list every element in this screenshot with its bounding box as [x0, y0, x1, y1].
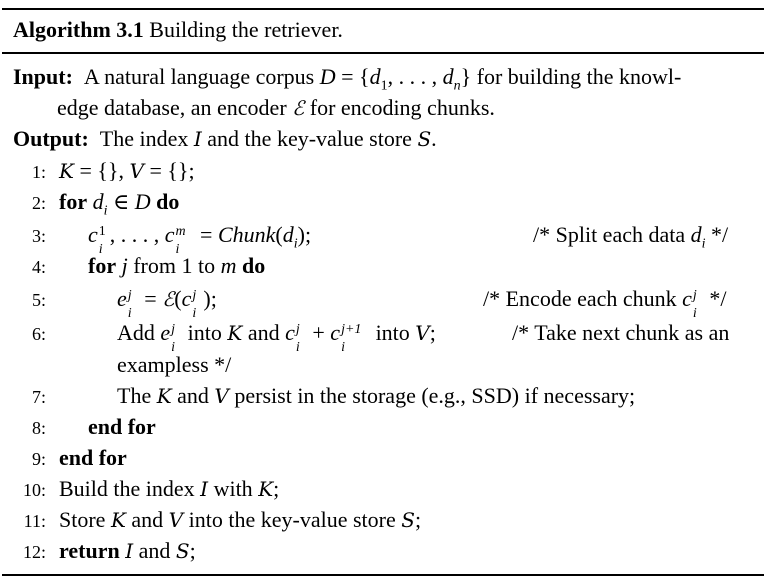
line-11: Store K and V into the key-value store S…	[59, 507, 422, 532]
line-10: Build the index I with K;	[59, 476, 280, 501]
and-text: and	[131, 507, 164, 532]
input-text-3: edge database, an encoder	[57, 95, 287, 120]
comment-text: /* Take next chunk as an	[512, 320, 730, 345]
line-12: return I and S;	[59, 538, 196, 563]
line-number: 1:	[31, 162, 46, 182]
range-text: from 1 to	[133, 253, 216, 278]
output-text-1: The index	[99, 126, 189, 151]
line-number: 4:	[31, 257, 46, 277]
algorithm-label: Algorithm 3.1	[13, 17, 144, 42]
chunk-function: Chunk	[217, 222, 276, 247]
and-text: and	[247, 320, 280, 345]
top-rule	[2, 8, 764, 10]
comment-continuation: exampless */	[117, 352, 232, 377]
add-text: Add	[117, 320, 155, 345]
line-6-continuation: exampless */	[117, 354, 231, 376]
input-label: Input:	[13, 64, 73, 89]
keyword-end-for: end for	[59, 445, 127, 470]
input-text-2: for building the knowl-	[476, 64, 682, 89]
keyword-for: for	[88, 253, 117, 278]
line-number: 11:	[23, 511, 46, 531]
output-text-2: and the key-value store	[207, 126, 412, 151]
input-text-1: A natural language corpus	[83, 64, 315, 89]
keyword-do: do	[156, 189, 180, 214]
line-number: 10:	[22, 480, 46, 500]
input-line-1: Input: A natural language corpus D = {d1…	[13, 64, 682, 94]
into-text: into	[187, 320, 222, 345]
and-text: and	[177, 383, 209, 408]
output-label: Output:	[13, 126, 89, 151]
keyword-do: do	[242, 253, 266, 278]
build-text: Build the index	[59, 476, 195, 501]
keyword-end-for: end for	[88, 414, 156, 439]
line-number: 3:	[31, 226, 46, 246]
comment-line-6: /* Take next chunk as an	[512, 322, 729, 344]
line-7: The K and V persist in the storage (e.g.…	[117, 383, 636, 408]
persist-text: persist in the storage (e.g., SSD) if ne…	[234, 383, 636, 408]
into-text: into	[375, 320, 410, 345]
keyword-for: for	[59, 189, 88, 214]
line-number: 12:	[22, 542, 46, 562]
line-4: for j from 1 to m do	[88, 253, 266, 278]
line-8: end for	[88, 416, 156, 438]
input-line-2: edge database, an encoder ℰ for encoding…	[57, 95, 495, 120]
the-text: The	[117, 383, 152, 408]
input-text-4: for encoding chunks.	[309, 95, 495, 120]
comment-line-3: /* Split each data di */	[533, 222, 729, 252]
bottom-rule	[2, 574, 764, 576]
line-number: 8:	[31, 418, 46, 438]
and-text: and	[138, 538, 171, 563]
comment-text: /* Encode each chunk	[483, 286, 677, 311]
keyword-return: return	[59, 538, 120, 563]
output-line: Output: The index I and the key-value st…	[13, 126, 437, 151]
algorithm-caption: Building the retriever.	[149, 17, 343, 42]
line-number: 7:	[31, 387, 46, 407]
with-text: with	[213, 476, 253, 501]
line-9: end for	[59, 447, 127, 469]
store-text: Store	[59, 507, 106, 532]
line-number: 5:	[31, 290, 46, 310]
line-2: for di ∈ D do	[59, 189, 180, 219]
line-number: 2:	[31, 193, 46, 213]
line-1: K = {}, V = {};	[59, 158, 195, 183]
line-number: 9:	[31, 449, 46, 469]
comment-text: /* Split each data	[533, 222, 686, 247]
line-number: 6:	[31, 324, 46, 344]
algorithm-title: Algorithm 3.1 Building the retriever.	[13, 17, 343, 43]
middle-rule	[2, 52, 764, 54]
into-store-text: into the key-value store	[188, 507, 396, 532]
